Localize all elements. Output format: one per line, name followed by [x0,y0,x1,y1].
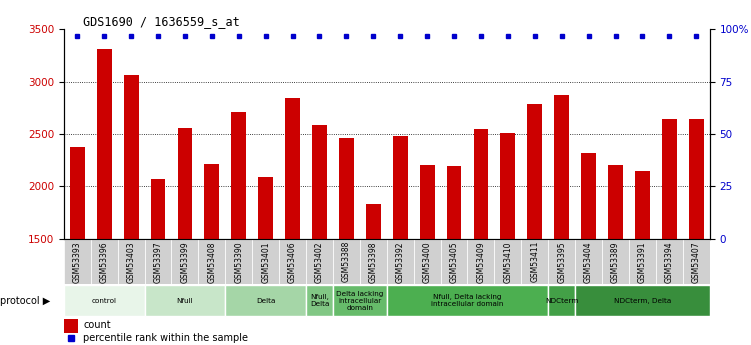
Bar [500,133,515,239]
FancyBboxPatch shape [548,239,575,284]
Text: GSM53389: GSM53389 [611,241,620,283]
FancyBboxPatch shape [360,239,387,284]
FancyBboxPatch shape [279,239,306,284]
FancyBboxPatch shape [252,239,279,284]
Text: GSM53408: GSM53408 [207,241,216,283]
Text: Nfull,
Delta: Nfull, Delta [310,294,329,307]
FancyBboxPatch shape [629,239,656,284]
Bar [151,179,165,239]
Bar [64,319,78,333]
Text: GSM53393: GSM53393 [73,241,82,283]
Bar [393,136,408,239]
Text: GSM53400: GSM53400 [423,241,432,283]
Text: GSM53404: GSM53404 [584,241,593,283]
Bar [474,129,488,239]
Text: percentile rank within the sample: percentile rank within the sample [83,333,249,343]
Text: GSM53406: GSM53406 [288,241,297,283]
Text: GSM53397: GSM53397 [153,241,162,283]
Text: Nfull, Delta lacking
intracellular domain: Nfull, Delta lacking intracellular domai… [431,294,504,307]
Bar [420,166,435,239]
FancyBboxPatch shape [306,239,333,284]
Text: GSM53405: GSM53405 [450,241,459,283]
FancyBboxPatch shape [548,285,575,316]
FancyBboxPatch shape [656,239,683,284]
Text: GSM53388: GSM53388 [342,241,351,283]
Text: NDCterm: NDCterm [545,298,578,304]
Bar [339,138,354,239]
FancyBboxPatch shape [683,239,710,284]
FancyBboxPatch shape [494,239,521,284]
FancyBboxPatch shape [144,239,171,284]
Bar [527,104,542,239]
FancyBboxPatch shape [602,239,629,284]
Bar [581,153,596,239]
Text: control: control [92,298,116,304]
Text: GSM53394: GSM53394 [665,241,674,283]
FancyBboxPatch shape [441,239,467,284]
Text: GSM53410: GSM53410 [503,241,512,283]
Bar [70,147,85,239]
Text: GSM53398: GSM53398 [369,241,378,283]
FancyBboxPatch shape [118,239,144,284]
Text: Delta lacking
intracellular
domain: Delta lacking intracellular domain [336,290,384,310]
Text: GSM53396: GSM53396 [100,241,109,283]
Bar [204,165,219,239]
Bar [124,76,138,239]
Bar [554,95,569,239]
Text: GSM53403: GSM53403 [127,241,136,283]
Text: GSM53395: GSM53395 [557,241,566,283]
Bar [285,98,300,239]
Text: Nfull: Nfull [176,298,193,304]
Text: GSM53391: GSM53391 [638,241,647,283]
FancyBboxPatch shape [333,285,387,316]
Text: NDCterm, Delta: NDCterm, Delta [614,298,671,304]
FancyBboxPatch shape [225,285,306,316]
FancyBboxPatch shape [225,239,252,284]
Text: GSM53407: GSM53407 [692,241,701,283]
FancyBboxPatch shape [64,285,144,316]
FancyBboxPatch shape [144,285,225,316]
Text: GSM53411: GSM53411 [530,241,539,283]
Text: GSM53402: GSM53402 [315,241,324,283]
Bar [689,119,704,239]
Text: GSM53390: GSM53390 [234,241,243,283]
Bar [258,177,273,239]
Bar [366,204,381,239]
Bar [447,167,461,239]
Bar [635,171,650,239]
Bar [231,112,246,239]
Text: GSM53401: GSM53401 [261,241,270,283]
FancyBboxPatch shape [91,239,118,284]
Text: GDS1690 / 1636559_s_at: GDS1690 / 1636559_s_at [83,15,240,28]
FancyBboxPatch shape [575,239,602,284]
Text: Delta: Delta [256,298,276,304]
FancyBboxPatch shape [198,239,225,284]
FancyBboxPatch shape [387,285,548,316]
FancyBboxPatch shape [467,239,494,284]
FancyBboxPatch shape [64,239,91,284]
FancyBboxPatch shape [521,239,548,284]
Bar [662,119,677,239]
Text: GSM53409: GSM53409 [476,241,485,283]
Bar [177,128,192,239]
Bar [97,49,112,239]
Bar [608,166,623,239]
Text: protocol ▶: protocol ▶ [0,296,50,306]
FancyBboxPatch shape [414,239,441,284]
FancyBboxPatch shape [306,285,333,316]
Text: GSM53392: GSM53392 [396,241,405,283]
Text: count: count [83,321,111,331]
FancyBboxPatch shape [333,239,360,284]
Bar [312,125,327,239]
FancyBboxPatch shape [575,285,710,316]
FancyBboxPatch shape [387,239,414,284]
FancyBboxPatch shape [171,239,198,284]
Text: GSM53399: GSM53399 [180,241,189,283]
